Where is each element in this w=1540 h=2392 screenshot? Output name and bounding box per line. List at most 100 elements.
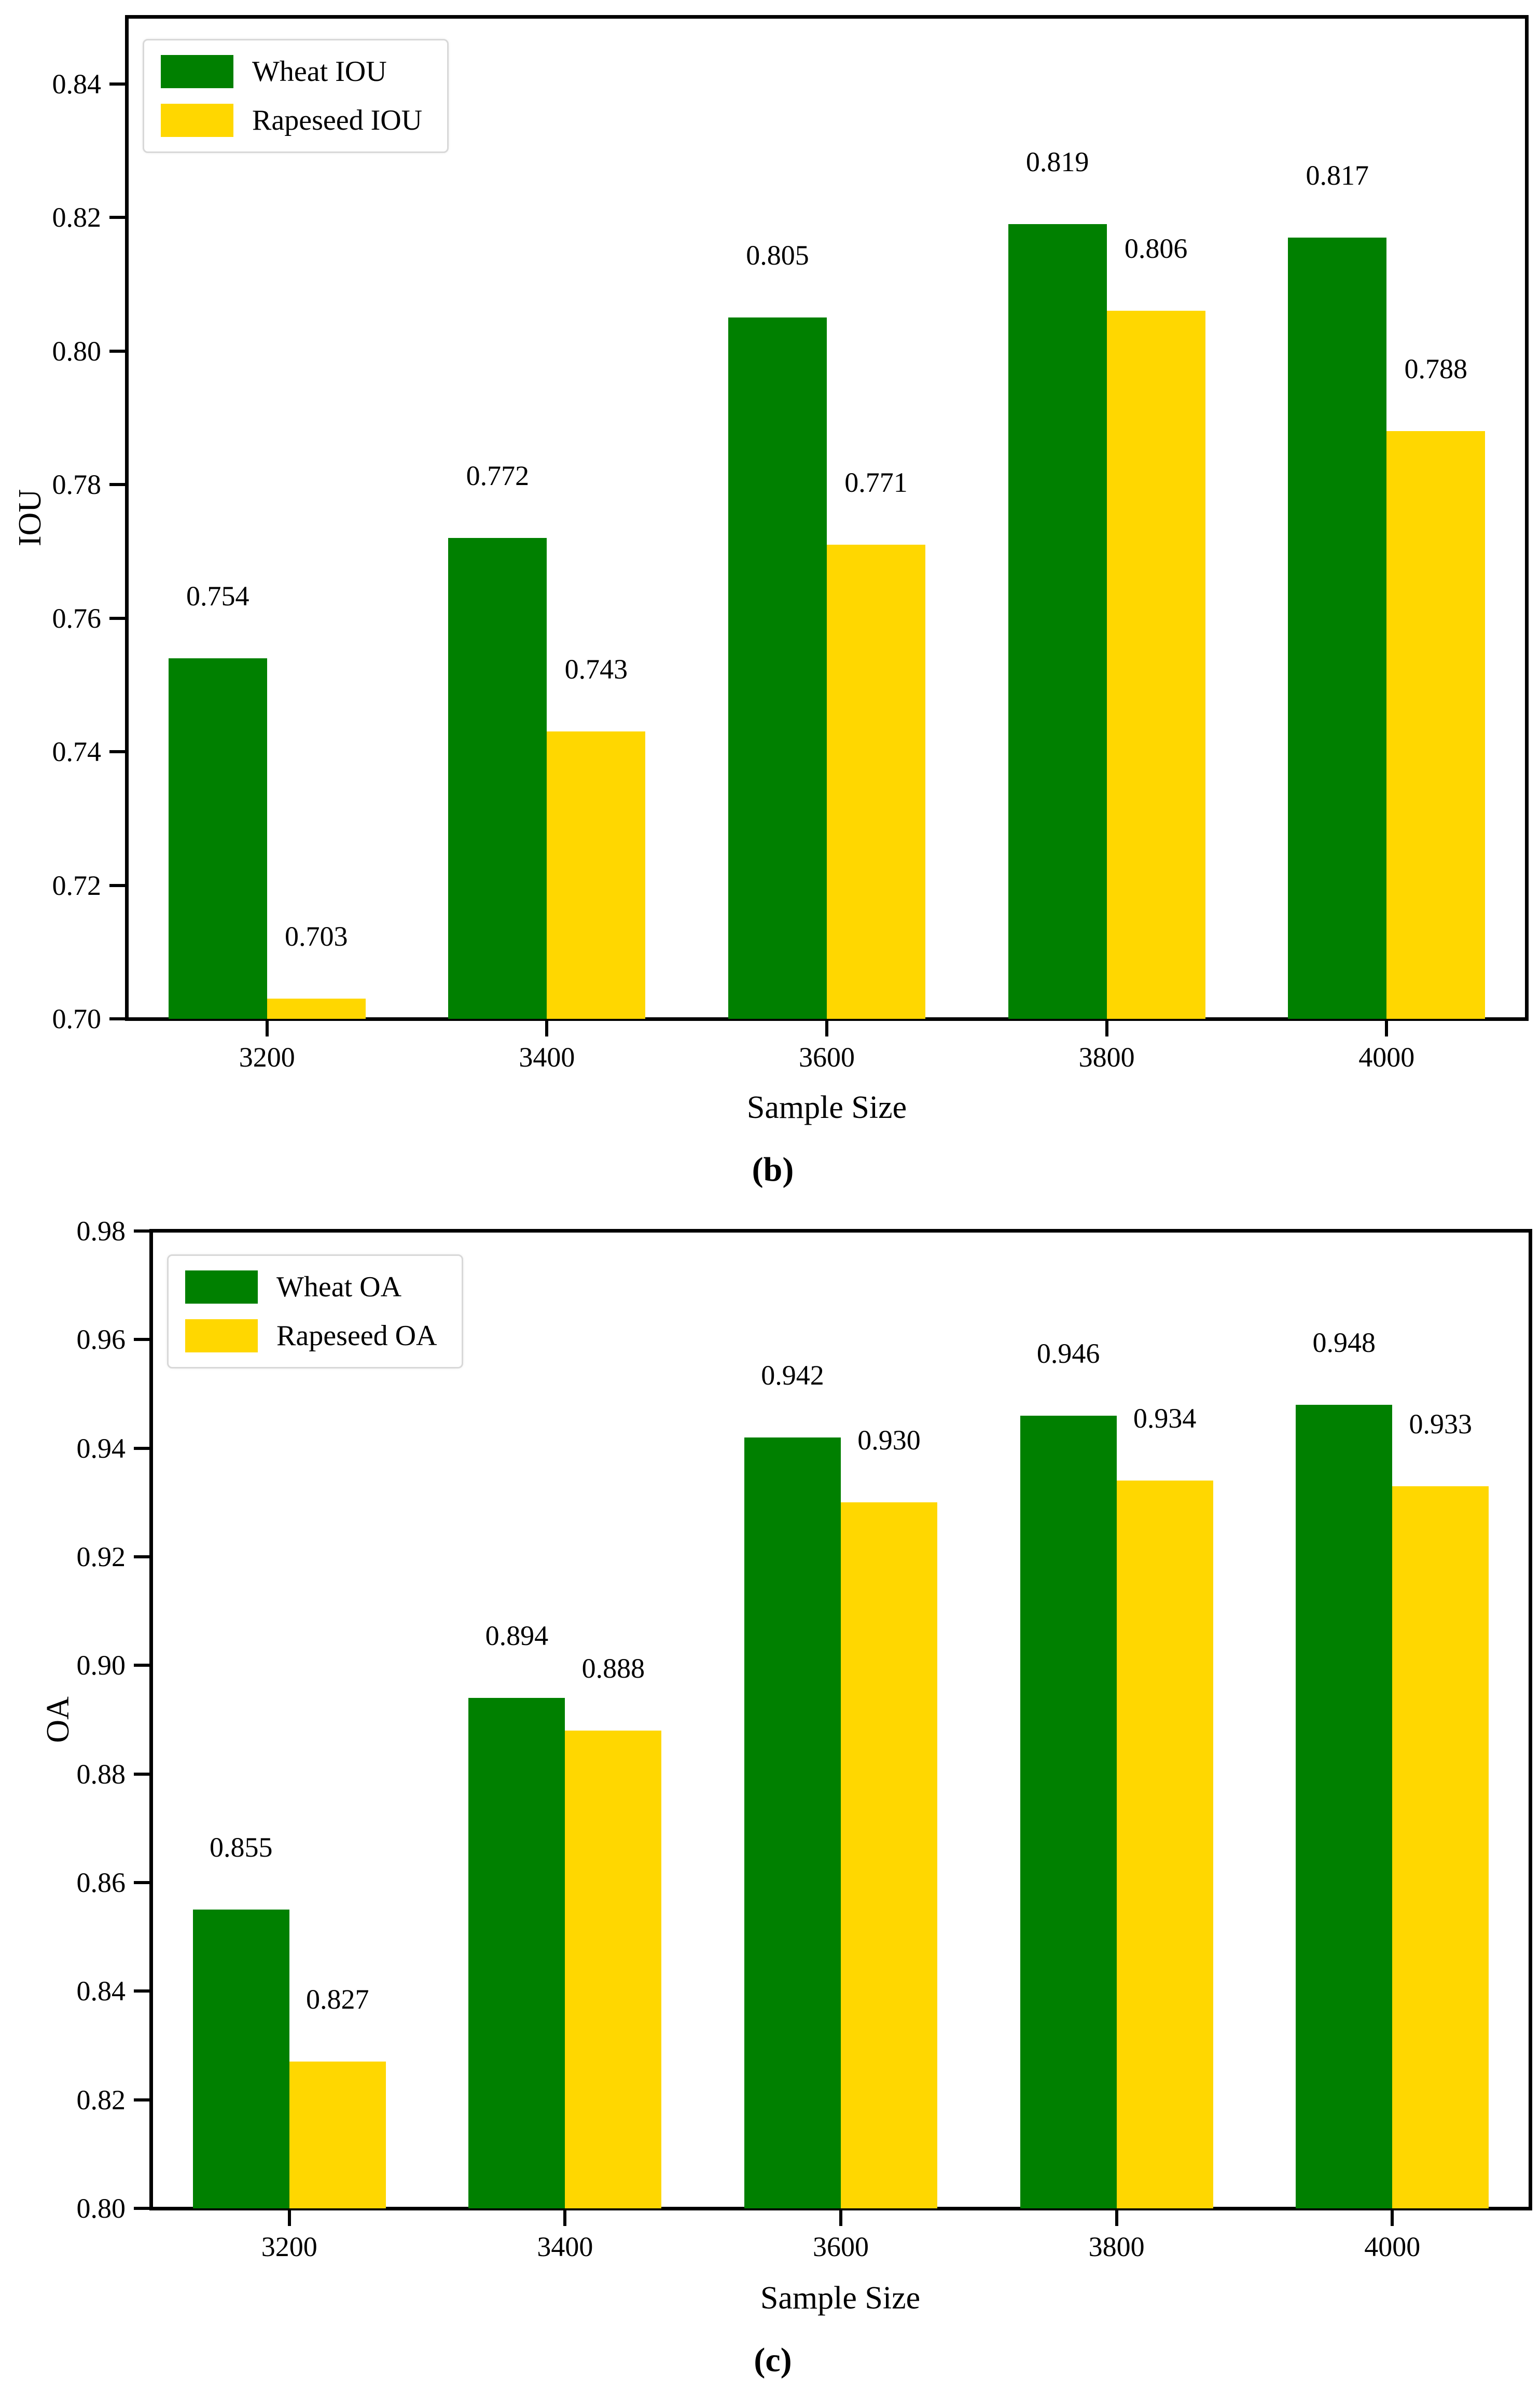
x-tick-label-3200: 3200 xyxy=(261,2231,317,2262)
value-label-rapeseed-iou-3200: 0.703 xyxy=(285,921,348,952)
y-tick-label-0.80: 0.80 xyxy=(76,2193,126,2224)
x-tick-label-3200: 3200 xyxy=(239,1042,295,1073)
legend-item-rapeseed-oa: Rapeseed OA xyxy=(185,1319,437,1352)
bar-wheat-oa-4000 xyxy=(1296,1404,1393,2208)
value-label-wheat-iou-3400: 0.772 xyxy=(466,460,530,492)
y-tick-mark-0.98 xyxy=(134,1229,149,1233)
panel-caption-b: (b) xyxy=(752,1151,794,1188)
bar-rapeseed-oa-4000 xyxy=(1392,1486,1489,2208)
value-label-wheat-iou-3200: 0.754 xyxy=(186,580,249,612)
legend-box-iou: Wheat IOU Rapeseed IOU xyxy=(143,39,449,153)
x-axis-label-sample-size-b: Sample Size xyxy=(746,1090,907,1125)
value-label-rapeseed-iou-4000: 0.788 xyxy=(1404,353,1467,385)
bar-rapeseed-oa-3800 xyxy=(1116,1481,1213,2208)
y-tick-label-0.72: 0.72 xyxy=(52,869,102,901)
bar-rapeseed-iou-4000 xyxy=(1386,431,1486,1019)
value-label-rapeseed-oa-3800: 0.934 xyxy=(1133,1403,1197,1434)
y-tick-label-0.74: 0.74 xyxy=(52,736,102,768)
wheat-color-swatch xyxy=(161,55,233,88)
value-label-wheat-oa-3400: 0.894 xyxy=(485,1620,549,1652)
y-tick-mark-0.88 xyxy=(134,1772,149,1776)
rapeseed-color-swatch xyxy=(161,104,233,137)
value-label-rapeseed-oa-3600: 0.930 xyxy=(857,1425,921,1456)
y-tick-mark-0.82 xyxy=(134,2098,149,2101)
plot-top-spine xyxy=(149,1229,1532,1233)
x-tick-label-3400: 3400 xyxy=(537,2231,593,2262)
bar-wheat-oa-3200 xyxy=(192,1910,289,2208)
y-tick-mark-0.76 xyxy=(109,616,125,620)
y-tick-mark-0.74 xyxy=(109,750,125,754)
bar-wheat-oa-3600 xyxy=(744,1437,841,2208)
y-tick-label-0.86: 0.86 xyxy=(76,1867,126,1898)
value-label-wheat-oa-3600: 0.942 xyxy=(761,1359,824,1391)
plot-left-spine xyxy=(149,1229,153,2210)
bar-wheat-iou-3800 xyxy=(1008,224,1107,1019)
y-tick-mark-0.80 xyxy=(109,349,125,353)
y-tick-label-0.84: 0.84 xyxy=(76,1975,126,2007)
value-label-wheat-oa-4000: 0.948 xyxy=(1312,1326,1376,1358)
value-label-wheat-oa-3800: 0.946 xyxy=(1036,1337,1100,1369)
x-tick-label-3600: 3600 xyxy=(813,2231,869,2262)
bar-wheat-iou-4000 xyxy=(1288,237,1387,1019)
panel-caption-c: (c) xyxy=(754,2341,792,2379)
x-tick-label-3800: 3800 xyxy=(1078,1042,1135,1073)
x-tick-mark-3200 xyxy=(287,2210,291,2226)
y-tick-label-0.84: 0.84 xyxy=(52,68,102,100)
value-label-wheat-iou-4000: 0.817 xyxy=(1306,159,1369,191)
y-tick-label-0.70: 0.70 xyxy=(52,1003,102,1034)
x-tick-mark-4000 xyxy=(1391,2210,1394,2226)
y-tick-mark-0.92 xyxy=(134,1555,149,1558)
y-axis-label-oa: OA xyxy=(40,1696,76,1743)
legend-label-rapeseed-iou: Rapeseed IOU xyxy=(252,104,423,136)
value-label-rapeseed-oa-3400: 0.888 xyxy=(581,1652,645,1684)
value-label-rapeseed-oa-3200: 0.827 xyxy=(306,1984,369,2015)
y-tick-label-0.88: 0.88 xyxy=(76,1758,126,1790)
x-tick-mark-3800 xyxy=(1105,1021,1108,1036)
y-tick-mark-0.84 xyxy=(109,82,125,86)
legend-item-wheat-iou: Wheat IOU xyxy=(161,55,422,88)
value-label-wheat-iou-3600: 0.805 xyxy=(746,240,809,271)
y-tick-mark-0.80 xyxy=(134,2207,149,2210)
y-tick-label-0.90: 0.90 xyxy=(76,1650,126,1681)
x-tick-label-3600: 3600 xyxy=(799,1042,855,1073)
y-tick-mark-0.96 xyxy=(134,1338,149,1342)
y-tick-mark-0.78 xyxy=(109,483,125,487)
x-tick-label-4000: 4000 xyxy=(1358,1042,1415,1073)
y-tick-label-0.82: 0.82 xyxy=(52,202,102,233)
x-tick-mark-3400 xyxy=(545,1021,549,1036)
plot-left-spine xyxy=(125,15,129,1021)
y-tick-label-0.98: 0.98 xyxy=(76,1215,126,1247)
bar-rapeseed-iou-3800 xyxy=(1106,311,1205,1019)
wheat-color-swatch xyxy=(185,1270,258,1304)
bar-wheat-oa-3800 xyxy=(1020,1415,1117,2208)
x-tick-mark-3600 xyxy=(825,1021,828,1036)
value-label-rapeseed-iou-3600: 0.771 xyxy=(844,466,908,498)
y-tick-label-0.80: 0.80 xyxy=(52,335,102,367)
x-tick-label-3800: 3800 xyxy=(1088,2231,1145,2262)
y-tick-label-0.96: 0.96 xyxy=(76,1324,126,1356)
legend-item-wheat-oa: Wheat OA xyxy=(185,1270,437,1304)
value-label-wheat-oa-3200: 0.855 xyxy=(210,1832,273,1863)
y-tick-mark-0.86 xyxy=(134,1881,149,1884)
y-tick-label-0.82: 0.82 xyxy=(76,2084,126,2116)
plot-right-spine xyxy=(1529,1229,1532,2210)
x-tick-mark-3200 xyxy=(265,1021,269,1036)
plot-bottom-spine xyxy=(125,1017,1529,1021)
bar-wheat-oa-3400 xyxy=(468,1698,565,2208)
bar-wheat-iou-3600 xyxy=(728,317,827,1019)
x-tick-mark-3400 xyxy=(563,2210,567,2226)
rapeseed-color-swatch xyxy=(185,1319,258,1352)
x-axis-label-sample-size-c: Sample Size xyxy=(760,2280,921,2316)
bar-wheat-iou-3400 xyxy=(448,538,547,1019)
x-tick-mark-3600 xyxy=(839,2210,842,2226)
legend-box-oa: Wheat OA Rapeseed OA xyxy=(167,1254,464,1368)
plot-right-spine xyxy=(1525,15,1529,1021)
x-tick-label-3400: 3400 xyxy=(519,1042,575,1073)
legend-item-rapeseed-iou: Rapeseed IOU xyxy=(161,104,422,137)
x-tick-label-4000: 4000 xyxy=(1364,2231,1421,2262)
bar-rapeseed-oa-3600 xyxy=(841,1502,937,2208)
y-tick-mark-0.84 xyxy=(134,1989,149,1993)
